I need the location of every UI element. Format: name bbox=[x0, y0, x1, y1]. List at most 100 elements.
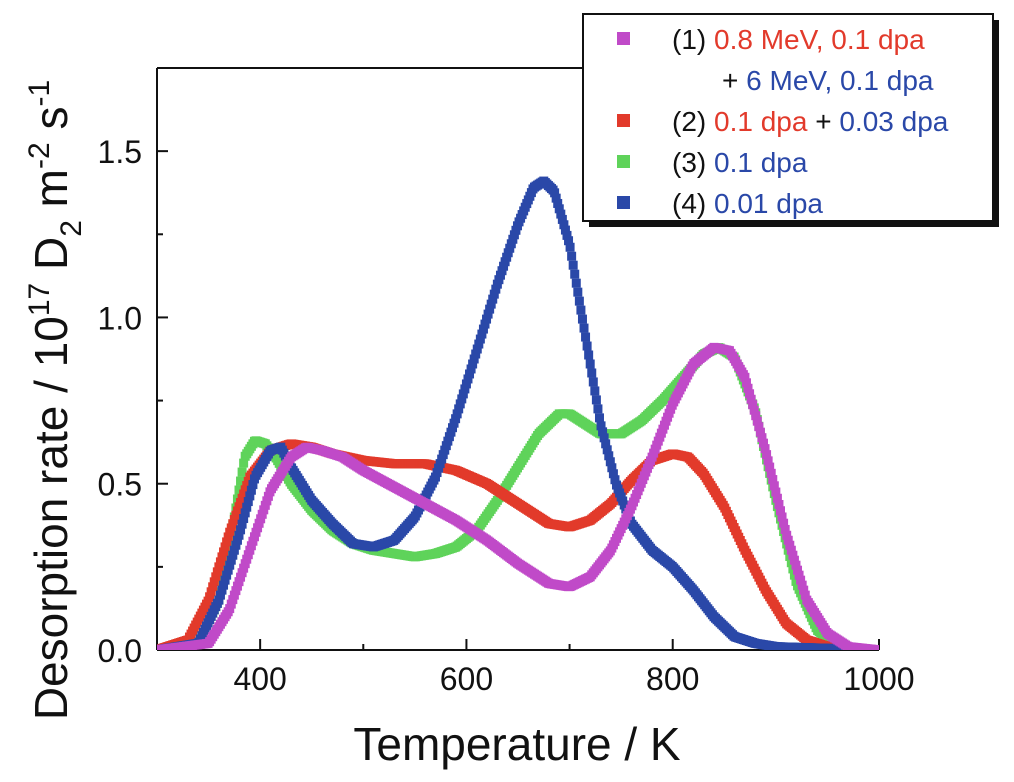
data-point bbox=[556, 209, 566, 219]
data-point bbox=[463, 374, 473, 384]
data-point bbox=[217, 552, 227, 562]
data-point bbox=[226, 555, 236, 565]
data-point bbox=[208, 582, 218, 592]
data-point bbox=[789, 555, 799, 565]
data-point bbox=[466, 364, 476, 374]
y-title-exponent: 17 bbox=[23, 283, 56, 316]
data-point bbox=[587, 368, 597, 378]
data-point bbox=[570, 269, 580, 279]
data-point bbox=[740, 372, 750, 382]
y-title-s-exponent: -1 bbox=[23, 80, 56, 107]
y-tick-label: 1.5 bbox=[98, 134, 142, 170]
legend-label-segment: 0.01 dpa bbox=[714, 188, 823, 219]
data-point bbox=[579, 323, 589, 333]
data-point bbox=[748, 400, 758, 410]
data-point bbox=[601, 439, 611, 449]
legend-label: (4) 0.01 dpa bbox=[672, 188, 823, 219]
data-point bbox=[772, 493, 782, 503]
data-point bbox=[769, 481, 779, 491]
data-point bbox=[553, 198, 563, 208]
data-point bbox=[223, 565, 233, 575]
data-point bbox=[222, 537, 232, 547]
legend-label-segment: (4) bbox=[672, 188, 714, 219]
data-point bbox=[797, 580, 807, 590]
data-point bbox=[581, 332, 591, 342]
data-point bbox=[567, 251, 577, 261]
data-point bbox=[460, 384, 470, 394]
data-point bbox=[794, 570, 804, 580]
data-point bbox=[774, 500, 784, 509]
data-point bbox=[594, 413, 604, 423]
data-point bbox=[789, 570, 799, 580]
data-point bbox=[228, 550, 238, 560]
legend-item: (4) 0.01 dpa bbox=[617, 188, 823, 219]
data-point bbox=[455, 399, 465, 409]
data-point bbox=[454, 404, 464, 414]
data-point bbox=[782, 530, 792, 540]
legend-label-segment: 0.8 MeV, 0.1 dpa bbox=[714, 24, 925, 55]
data-point bbox=[779, 518, 789, 528]
data-point bbox=[786, 545, 796, 555]
legend-label-segment: + bbox=[807, 106, 839, 137]
data-point bbox=[783, 535, 793, 545]
data-point bbox=[605, 457, 615, 467]
data-point bbox=[745, 389, 755, 399]
data-point bbox=[571, 278, 581, 288]
data-point bbox=[788, 550, 798, 560]
data-point bbox=[458, 389, 468, 399]
data-point bbox=[793, 565, 803, 575]
data-point bbox=[480, 319, 490, 329]
legend-label: (1) 0.8 MeV, 0.1 dpa bbox=[672, 24, 925, 55]
data-point bbox=[607, 463, 617, 473]
data-point bbox=[584, 350, 594, 360]
data-point bbox=[229, 545, 239, 555]
data-point bbox=[489, 289, 499, 299]
data-point bbox=[760, 444, 770, 454]
data-point bbox=[478, 324, 488, 334]
data-point bbox=[576, 305, 586, 315]
data-point bbox=[574, 296, 584, 306]
data-point bbox=[762, 450, 772, 460]
data-point bbox=[220, 575, 230, 585]
data-point bbox=[239, 458, 249, 468]
y-axis-ticks: 0.0 0.5 1.0 1.5 bbox=[98, 67, 168, 669]
data-point bbox=[560, 225, 570, 235]
data-point bbox=[205, 592, 215, 602]
data-point bbox=[771, 487, 781, 497]
legend-label: (2) 0.1 dpa + 0.03 dpa bbox=[672, 106, 949, 137]
data-point bbox=[755, 427, 765, 437]
x-tick-label: 1000 bbox=[843, 661, 914, 697]
data-point bbox=[757, 433, 767, 443]
series-3 bbox=[157, 176, 879, 650]
legend-marker bbox=[617, 196, 630, 209]
data-point bbox=[749, 405, 759, 415]
data-point bbox=[568, 260, 578, 270]
data-point bbox=[598, 427, 608, 437]
data-point bbox=[796, 575, 806, 585]
data-point bbox=[491, 284, 501, 294]
data-point bbox=[206, 587, 216, 597]
data-point bbox=[582, 341, 592, 351]
data-point bbox=[474, 339, 484, 349]
data-point bbox=[775, 506, 785, 516]
data-point bbox=[219, 547, 229, 557]
data-point bbox=[468, 359, 478, 369]
legend-label-segment: 0.03 dpa bbox=[839, 106, 948, 137]
legend-marker bbox=[617, 114, 630, 127]
data-point bbox=[593, 404, 603, 414]
data-point bbox=[246, 485, 256, 495]
data-point bbox=[768, 475, 778, 485]
data-point bbox=[596, 421, 606, 431]
data-point bbox=[457, 394, 467, 404]
data-point bbox=[223, 532, 233, 542]
data-point bbox=[225, 560, 235, 570]
data-point bbox=[485, 304, 495, 314]
legend-label-segment: + bbox=[722, 65, 746, 96]
data-point bbox=[765, 462, 775, 472]
data-point bbox=[222, 570, 232, 580]
data-point bbox=[741, 378, 751, 388]
data-point bbox=[751, 411, 761, 421]
data-point bbox=[758, 438, 768, 448]
data-point bbox=[873, 645, 879, 650]
